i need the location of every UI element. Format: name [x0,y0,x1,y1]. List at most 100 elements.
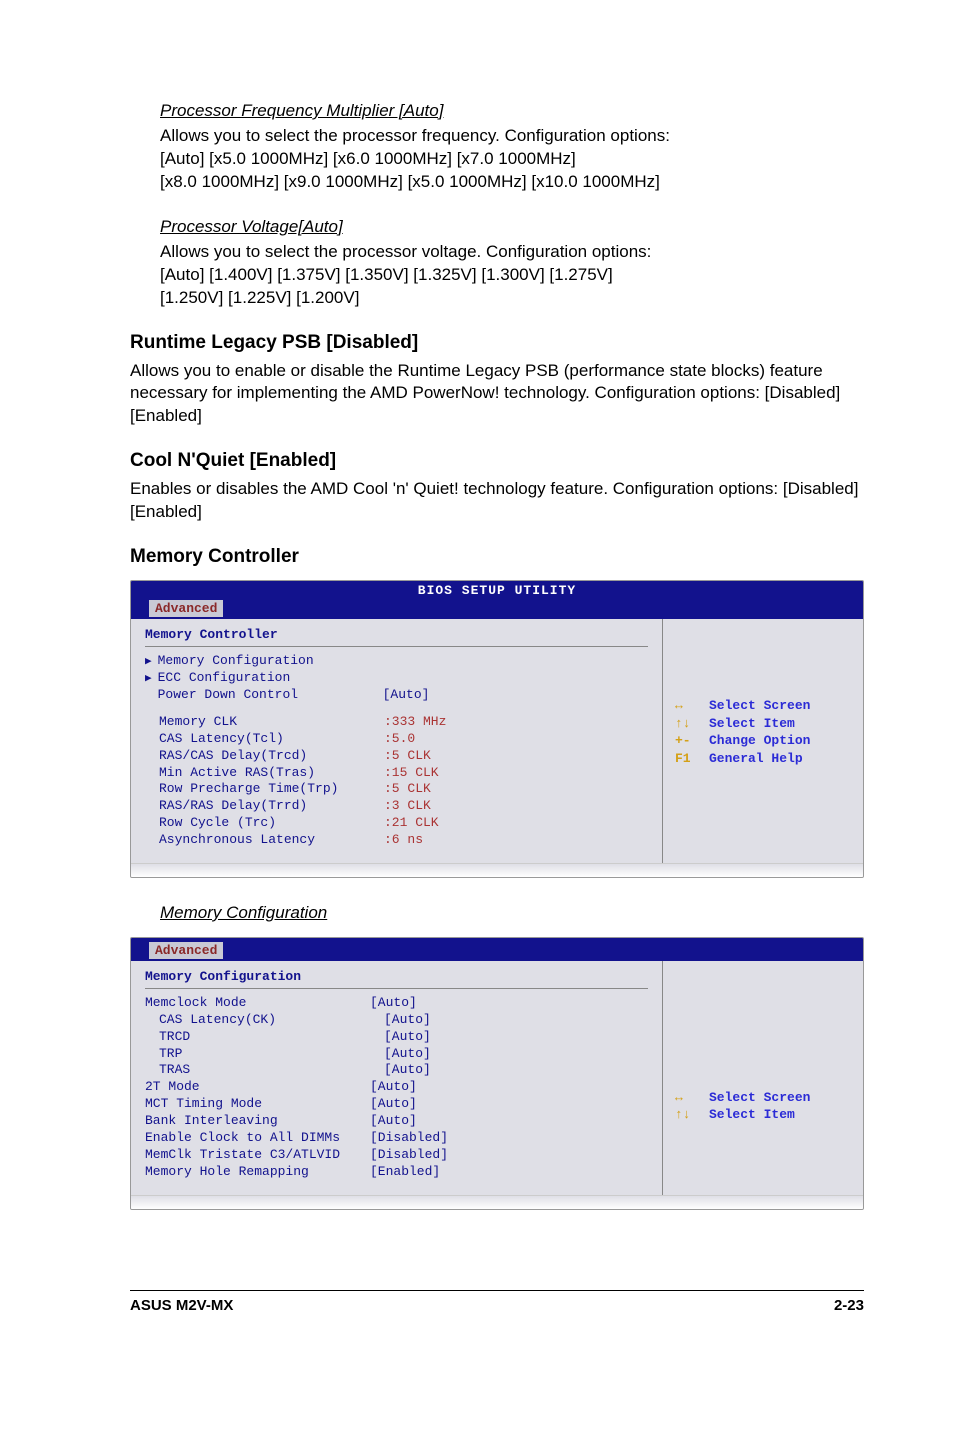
bios-menu-item[interactable]: MemClk Tristate C3/ATLVID[Disabled] [145,1147,648,1164]
bios-menu-item[interactable]: 2T Mode[Auto] [145,1079,648,1096]
bios-info-label: Row Cycle (Trc) [159,815,384,832]
bios-info-label: RAS/RAS Delay(Trrd) [159,798,384,815]
bios-help-pane: ↔Select Screen↑↓Select Item+-Change Opti… [663,619,863,863]
bios-menu-item[interactable]: TRCD[Auto] [145,1029,648,1046]
bios-info-label: Min Active RAS(Tras) [159,765,384,782]
bios-item-label: Power Down Control [158,687,383,704]
bios-menu-item[interactable]: MCT Timing Mode[Auto] [145,1096,648,1113]
footer-left: ASUS M2V-MX [130,1297,233,1314]
help-row: +-Change Option [675,732,853,750]
help-text: Select Item [709,715,795,733]
mem-config-link: Memory Configuration [160,903,327,922]
bios-info-value: :3 CLK [384,798,648,815]
bios-left-pane-2: Memory Configuration Memclock Mode[Auto]… [131,961,663,1195]
bios-menu-item[interactable]: Memclock Mode[Auto] [145,995,648,1012]
bios-item-label: MemClk Tristate C3/ATLVID [145,1147,370,1164]
bios-item-label: TRP [159,1046,384,1063]
bios-info-value: :5.0 [384,731,648,748]
help-text: Select Screen [709,1089,810,1107]
bios-item-value: [Auto] [384,1012,648,1029]
bios-info-value: :333 MHz [384,714,648,731]
bios-menu-item[interactable]: TRP[Auto] [145,1046,648,1063]
bios-item-value: [Auto] [383,687,648,704]
help-row: ↑↓Select Item [675,715,853,733]
bios-left-pane: Memory Controller ▶Memory Configuration▶… [131,619,663,863]
help-text: Select Item [709,1106,795,1124]
help-text: Change Option [709,732,810,750]
bios-item-label: Bank Interleaving [145,1113,370,1130]
bios-item-value: [Auto] [384,1062,648,1079]
bios-menu-item[interactable]: ▶Memory Configuration [145,653,648,670]
help-key: ↔ [675,1089,709,1107]
bios-info-value: :21 CLK [384,815,648,832]
bios-item-label: Enable Clock to All DIMMs [145,1130,370,1147]
help-key: F1 [675,750,709,768]
help-key: ↑↓ [675,715,709,733]
bios-info-label: Memory CLK [159,714,384,731]
proc-freq-line3: [x8.0 1000MHz] [x9.0 1000MHz] [x5.0 1000… [160,171,864,194]
bios-info-value: :15 CLK [384,765,648,782]
bios-menu-item[interactable]: Memory Hole Remapping[Enabled] [145,1164,648,1181]
bios-item-value: [Auto] [370,995,648,1012]
bios-menu-item[interactable]: TRAS[Auto] [145,1062,648,1079]
bios-info-label: CAS Latency(Tcl) [159,731,384,748]
proc-freq-line2: [Auto] [x5.0 1000MHz] [x6.0 1000MHz] [x7… [160,148,864,171]
bios-info-value: :5 CLK [384,748,648,765]
bios-panel-mem-config: Advanced Memory Configuration Memclock M… [130,937,864,1210]
bios-item-label: Memory Configuration [158,653,383,670]
bios-menu-item[interactable]: CAS Latency(CK)[Auto] [145,1012,648,1029]
help-key: ↔ [675,697,709,715]
bios-item-label: Memory Hole Remapping [145,1164,370,1181]
runtime-psb-body: Allows you to enable or disable the Runt… [130,360,864,429]
proc-freq-heading: Processor Frequency Multiplier [Auto] [160,100,864,123]
bios-info-label: RAS/CAS Delay(Trcd) [159,748,384,765]
bios-menu-item[interactable]: ▶Power Down Control[Auto] [145,687,648,704]
cool-quiet-body: Enables or disables the AMD Cool 'n' Qui… [130,478,864,524]
bios-menu-item[interactable]: Bank Interleaving[Auto] [145,1113,648,1130]
tab-advanced-2[interactable]: Advanced [149,942,223,959]
bios-item-label: TRAS [159,1062,384,1079]
bios-section-title-2: Memory Configuration [145,969,648,984]
bios-info-row: Asynchronous Latency:6 ns [145,832,648,849]
bios-info-value: :5 CLK [384,781,648,798]
bios-info-row: Row Cycle (Trc):21 CLK [145,815,648,832]
bios-tab-row-2: Advanced [131,938,863,961]
bios-help-pane-2: ↔Select Screen↑↓Select Item [663,961,863,1195]
help-text: Select Screen [709,697,810,715]
bios-item-label: MCT Timing Mode [145,1096,370,1113]
cool-quiet-heading: Cool N'Quiet [Enabled] [130,450,864,472]
help-row: ↔Select Screen [675,697,853,715]
proc-freq-line1: Allows you to select the processor frequ… [160,125,864,148]
proc-freq-section: Processor Frequency Multiplier [Auto] Al… [130,100,864,194]
proc-volt-heading: Processor Voltage[Auto] [160,216,864,239]
bios-info-label: Asynchronous Latency [159,832,384,849]
submenu-arrow-icon: ▶ [145,672,152,686]
mem-config-link-wrap: Memory Configuration [130,902,864,925]
mem-ctrl-heading: Memory Controller [130,546,864,568]
cool-quiet-section: Cool N'Quiet [Enabled] Enables or disabl… [130,450,864,524]
bios-item-label: Memclock Mode [145,995,370,1012]
bios-item-label: ECC Configuration [158,670,383,687]
bios-info-row: Min Active RAS(Tras):15 CLK [145,765,648,782]
bios-item-value: [Auto] [384,1046,648,1063]
bios-info-row: RAS/CAS Delay(Trcd):5 CLK [145,748,648,765]
tab-advanced[interactable]: Advanced [149,600,223,617]
bios-info-row: Row Precharge Time(Trp):5 CLK [145,781,648,798]
help-row: ↔Select Screen [675,1089,853,1107]
bios-menu-item[interactable]: ▶ ECC Configuration [145,670,648,687]
bios-item-value: [Auto] [384,1029,648,1046]
runtime-psb-heading: Runtime Legacy PSB [Disabled] [130,332,864,354]
proc-volt-line3: [1.250V] [1.225V] [1.200V] [160,287,864,310]
bios-info-value: :6 ns [384,832,648,849]
bios-menu-item[interactable]: Enable Clock to All DIMMs[Disabled] [145,1130,648,1147]
bios-item-value: [Disabled] [370,1130,648,1147]
bios-title: BIOS SETUP UTILITY [131,581,863,600]
proc-volt-line2: [Auto] [1.400V] [1.375V] [1.350V] [1.325… [160,264,864,287]
bios-item-label: CAS Latency(CK) [159,1012,384,1029]
bios-info-row: RAS/RAS Delay(Trrd):3 CLK [145,798,648,815]
help-key: +- [675,732,709,750]
proc-volt-section: Processor Voltage[Auto] Allows you to se… [130,216,864,310]
bios-info-row: Memory CLK:333 MHz [145,714,648,731]
help-row: ↑↓Select Item [675,1106,853,1124]
bios-item-label: 2T Mode [145,1079,370,1096]
